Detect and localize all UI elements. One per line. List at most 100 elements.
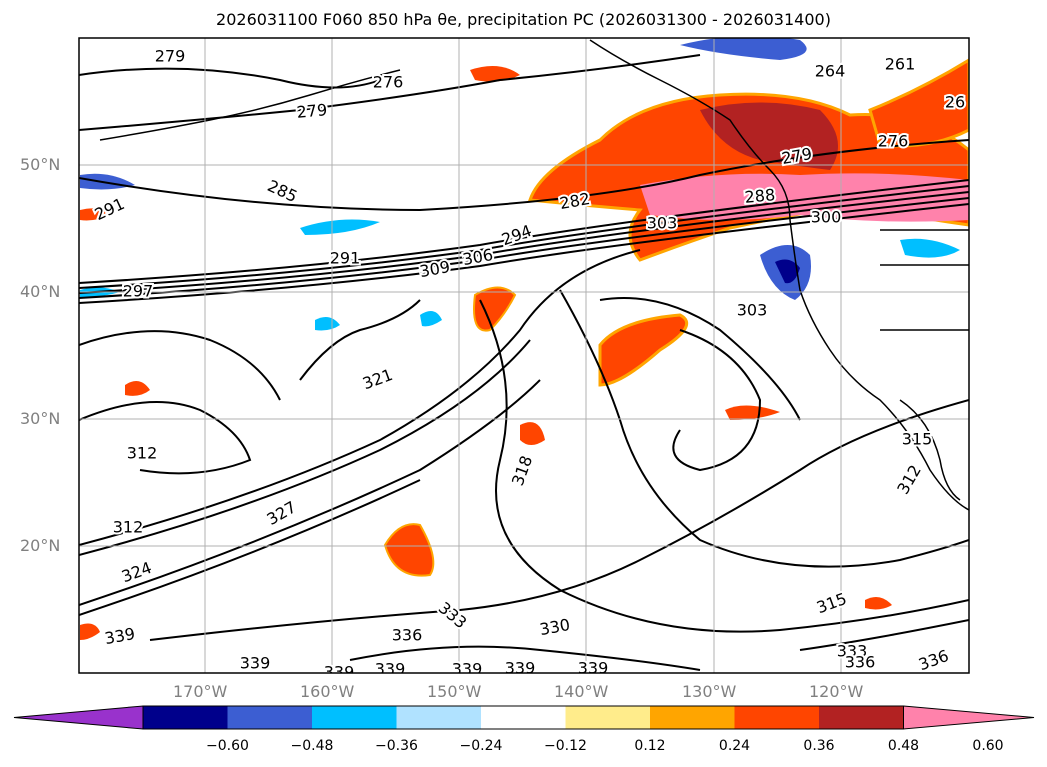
contour-label: 339 <box>240 654 271 673</box>
colorbar-tick-label: 0.12 <box>634 738 666 754</box>
contour-label-halo: 312 <box>127 444 158 463</box>
contour-label-halo: 333 <box>837 642 868 661</box>
contour-label: 336 <box>392 626 423 645</box>
longitude-label: 130°W <box>682 682 737 701</box>
contour-label: 300 <box>811 208 842 227</box>
contour-label: 339 <box>375 660 406 679</box>
contour-label: 282 <box>558 189 591 213</box>
contour-label: 297 <box>123 282 154 301</box>
contour-label: 330 <box>538 615 571 639</box>
contour-label: 276 <box>878 132 909 151</box>
contour-label-halo: 306 <box>461 245 494 269</box>
colorbar-tick-label: 0.48 <box>887 738 920 754</box>
contour-label: 279 <box>155 47 186 66</box>
colorbar-tick-label: −0.12 <box>544 738 587 754</box>
contour-label-halo: 339 <box>375 660 406 679</box>
map-title: 2026031100 F060 850 hPa θe, precipitatio… <box>216 10 831 29</box>
contour-label-halo: 264 <box>815 62 846 81</box>
contour-label-halo: 336 <box>392 626 423 645</box>
contour-label-halo: 303 <box>647 214 678 233</box>
contour-label-halo: 291 <box>330 249 361 268</box>
contour-label: 288 <box>744 185 776 207</box>
contour-label: 315 <box>814 589 849 617</box>
colorbar-tick-label: 0.36 <box>803 738 835 754</box>
contour-label: 312 <box>113 518 144 537</box>
longitude-label: 170°W <box>173 682 228 701</box>
contour-label-halo: 312 <box>113 518 144 537</box>
colorbar-swatch <box>143 706 228 729</box>
contour-label: 336 <box>916 646 951 674</box>
contour-label: 339 <box>103 624 136 648</box>
contour-label-halo: 339 <box>578 659 609 678</box>
contour-label: 312 <box>893 462 925 498</box>
contour-label-halo: 339 <box>324 663 355 682</box>
colorbar-swatch <box>481 706 566 729</box>
contour-label: 336 <box>845 653 876 672</box>
contour-label: 333 <box>837 642 868 661</box>
colorbar <box>13 705 1035 730</box>
contour-label: 312 <box>127 444 158 463</box>
contour-label-halo: 303 <box>737 301 768 320</box>
latitude-label: 20°N <box>20 536 61 555</box>
contour-label-halo: 297 <box>123 282 154 301</box>
contour-label: 26 <box>945 93 965 112</box>
contour-label: 264 <box>815 62 846 81</box>
contour-label: 318 <box>508 453 536 488</box>
colorbar-swatch <box>396 706 482 729</box>
colorbar-swatch <box>819 706 904 729</box>
contour-label: 279 <box>296 100 328 122</box>
contour-label: 321 <box>360 365 395 393</box>
contour-label-halo: 336 <box>845 653 876 672</box>
contour-label: 309 <box>418 257 451 281</box>
longitude-label: 140°W <box>554 682 609 701</box>
contour-label-halo: 339 <box>240 654 271 673</box>
longitude-label: 160°W <box>300 682 355 701</box>
colorbar-tick-label: −0.36 <box>375 738 418 754</box>
colorbar-tick-label: −0.60 <box>206 738 249 754</box>
contour-label: 315 <box>902 430 933 449</box>
contour-label: 339 <box>324 663 355 682</box>
contour-label: 285 <box>265 176 301 206</box>
contour-label: 339 <box>505 659 536 678</box>
contour-label-halo: 300 <box>811 208 842 227</box>
longitude-label: 120°W <box>809 682 864 701</box>
contour-label: 339 <box>578 659 609 678</box>
latitude-label: 30°N <box>20 409 61 428</box>
latitude-label: 50°N <box>20 155 61 174</box>
contour-label: 291 <box>92 194 128 224</box>
latitude-label: 40°N <box>20 282 61 301</box>
contour-label-halo: 279 <box>155 47 186 66</box>
longitude-label: 150°W <box>427 682 482 701</box>
contour-label: 291 <box>330 249 361 268</box>
contour-label: 303 <box>737 301 768 320</box>
graticule <box>79 38 969 673</box>
precip-negative-patches <box>80 38 960 331</box>
colorbar-tick-label: −0.24 <box>459 738 503 754</box>
theta-e-contours <box>79 54 969 671</box>
colorbar-tick-label: −0.48 <box>290 738 334 754</box>
colorbar-swatch <box>650 706 735 729</box>
colorbar-extend-low <box>13 705 144 730</box>
contour-label: 294 <box>499 221 534 249</box>
contour-label-halo: 315 <box>902 430 933 449</box>
contour-label: 261 <box>885 55 916 74</box>
colorbar-swatch <box>312 706 397 729</box>
contour-label: 303 <box>647 214 678 233</box>
contour-label: 327 <box>264 497 300 529</box>
contour-label: 333 <box>435 598 471 632</box>
contour-label: 306 <box>461 245 494 269</box>
colorbar-border <box>142 705 904 730</box>
colorbar-swatch <box>227 706 313 729</box>
contour-label: 276 <box>373 73 404 92</box>
contour-label-halo: 339 <box>452 660 483 679</box>
precip-positive-patches <box>80 58 969 640</box>
contour-label-halo: 276 <box>373 73 404 92</box>
contour-label-halo: 261 <box>885 55 916 74</box>
coastlines <box>99 39 969 511</box>
contour-label-halo: 26 <box>945 93 965 112</box>
colorbar-tick-label: 0.24 <box>718 738 751 754</box>
colorbar-swatch <box>565 706 651 729</box>
colorbar-swatch <box>734 706 820 729</box>
